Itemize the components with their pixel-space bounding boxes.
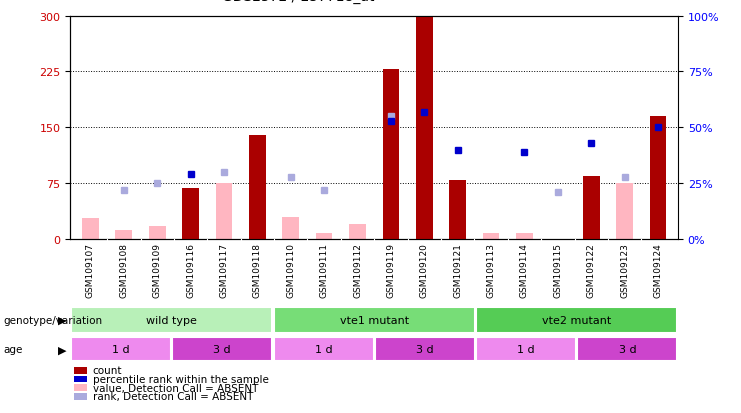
Text: 1 d: 1 d	[315, 344, 333, 354]
Bar	[583, 176, 599, 240]
Text: wild type: wild type	[146, 315, 197, 325]
Text: GSM109110: GSM109110	[286, 243, 295, 298]
Bar	[249, 186, 266, 240]
Text: GSM109116: GSM109116	[186, 243, 195, 298]
Text: GSM109112: GSM109112	[353, 243, 362, 297]
Text: GSM109114: GSM109114	[520, 243, 529, 297]
Text: 3 d: 3 d	[416, 344, 433, 354]
Text: count: count	[93, 366, 122, 375]
Bar	[416, 17, 433, 240]
Bar	[71, 337, 171, 361]
Text: 1 d: 1 d	[112, 344, 130, 354]
Bar	[583, 182, 599, 240]
Bar	[476, 307, 677, 333]
Text: GSM109113: GSM109113	[487, 243, 496, 298]
Text: rank, Detection Call = ABSENT: rank, Detection Call = ABSENT	[93, 392, 253, 401]
Bar	[375, 337, 475, 361]
Bar	[382, 70, 399, 240]
Text: 3 d: 3 d	[213, 344, 231, 354]
Text: GSM109108: GSM109108	[119, 243, 128, 298]
Text: 1 d: 1 d	[517, 344, 535, 354]
Text: GSM109121: GSM109121	[453, 243, 462, 297]
Text: GSM109115: GSM109115	[554, 243, 562, 298]
Text: age: age	[4, 344, 23, 354]
Bar	[182, 189, 199, 240]
Bar	[476, 337, 576, 361]
Text: GSM109123: GSM109123	[620, 243, 629, 297]
Text: GSM109111: GSM109111	[319, 243, 328, 298]
Text: genotype/variation: genotype/variation	[4, 315, 103, 325]
Text: GSM109122: GSM109122	[587, 243, 596, 297]
Bar	[282, 217, 299, 240]
Text: value, Detection Call = ABSENT: value, Detection Call = ABSENT	[93, 383, 258, 393]
Bar	[71, 307, 272, 333]
Text: 3 d: 3 d	[619, 344, 637, 354]
Bar	[577, 337, 677, 361]
Bar	[216, 184, 233, 240]
Bar	[149, 226, 165, 240]
Text: vte1 mutant: vte1 mutant	[339, 315, 409, 325]
Bar	[349, 225, 366, 240]
Text: GSM109107: GSM109107	[86, 243, 95, 298]
Bar	[273, 307, 475, 333]
Text: GSM109118: GSM109118	[253, 243, 262, 298]
Text: percentile rank within the sample: percentile rank within the sample	[93, 374, 268, 384]
Text: ▶: ▶	[59, 315, 67, 325]
Text: vte2 mutant: vte2 mutant	[542, 315, 611, 325]
Bar	[116, 230, 132, 240]
Text: GDS2572 / 257718_at: GDS2572 / 257718_at	[222, 0, 375, 4]
Bar	[249, 135, 266, 240]
Text: ▶: ▶	[59, 344, 67, 354]
Text: GSM109109: GSM109109	[153, 243, 162, 298]
Bar	[173, 337, 272, 361]
Bar	[482, 234, 499, 240]
Bar	[316, 234, 333, 240]
Bar	[449, 180, 466, 240]
Text: GSM109120: GSM109120	[420, 243, 429, 297]
Bar	[516, 234, 533, 240]
Bar	[273, 337, 373, 361]
Bar	[650, 117, 666, 240]
Text: GSM109117: GSM109117	[219, 243, 228, 298]
Bar	[82, 219, 99, 240]
Text: GSM109124: GSM109124	[654, 243, 662, 297]
Text: GSM109119: GSM109119	[386, 243, 396, 298]
Bar	[617, 184, 633, 240]
